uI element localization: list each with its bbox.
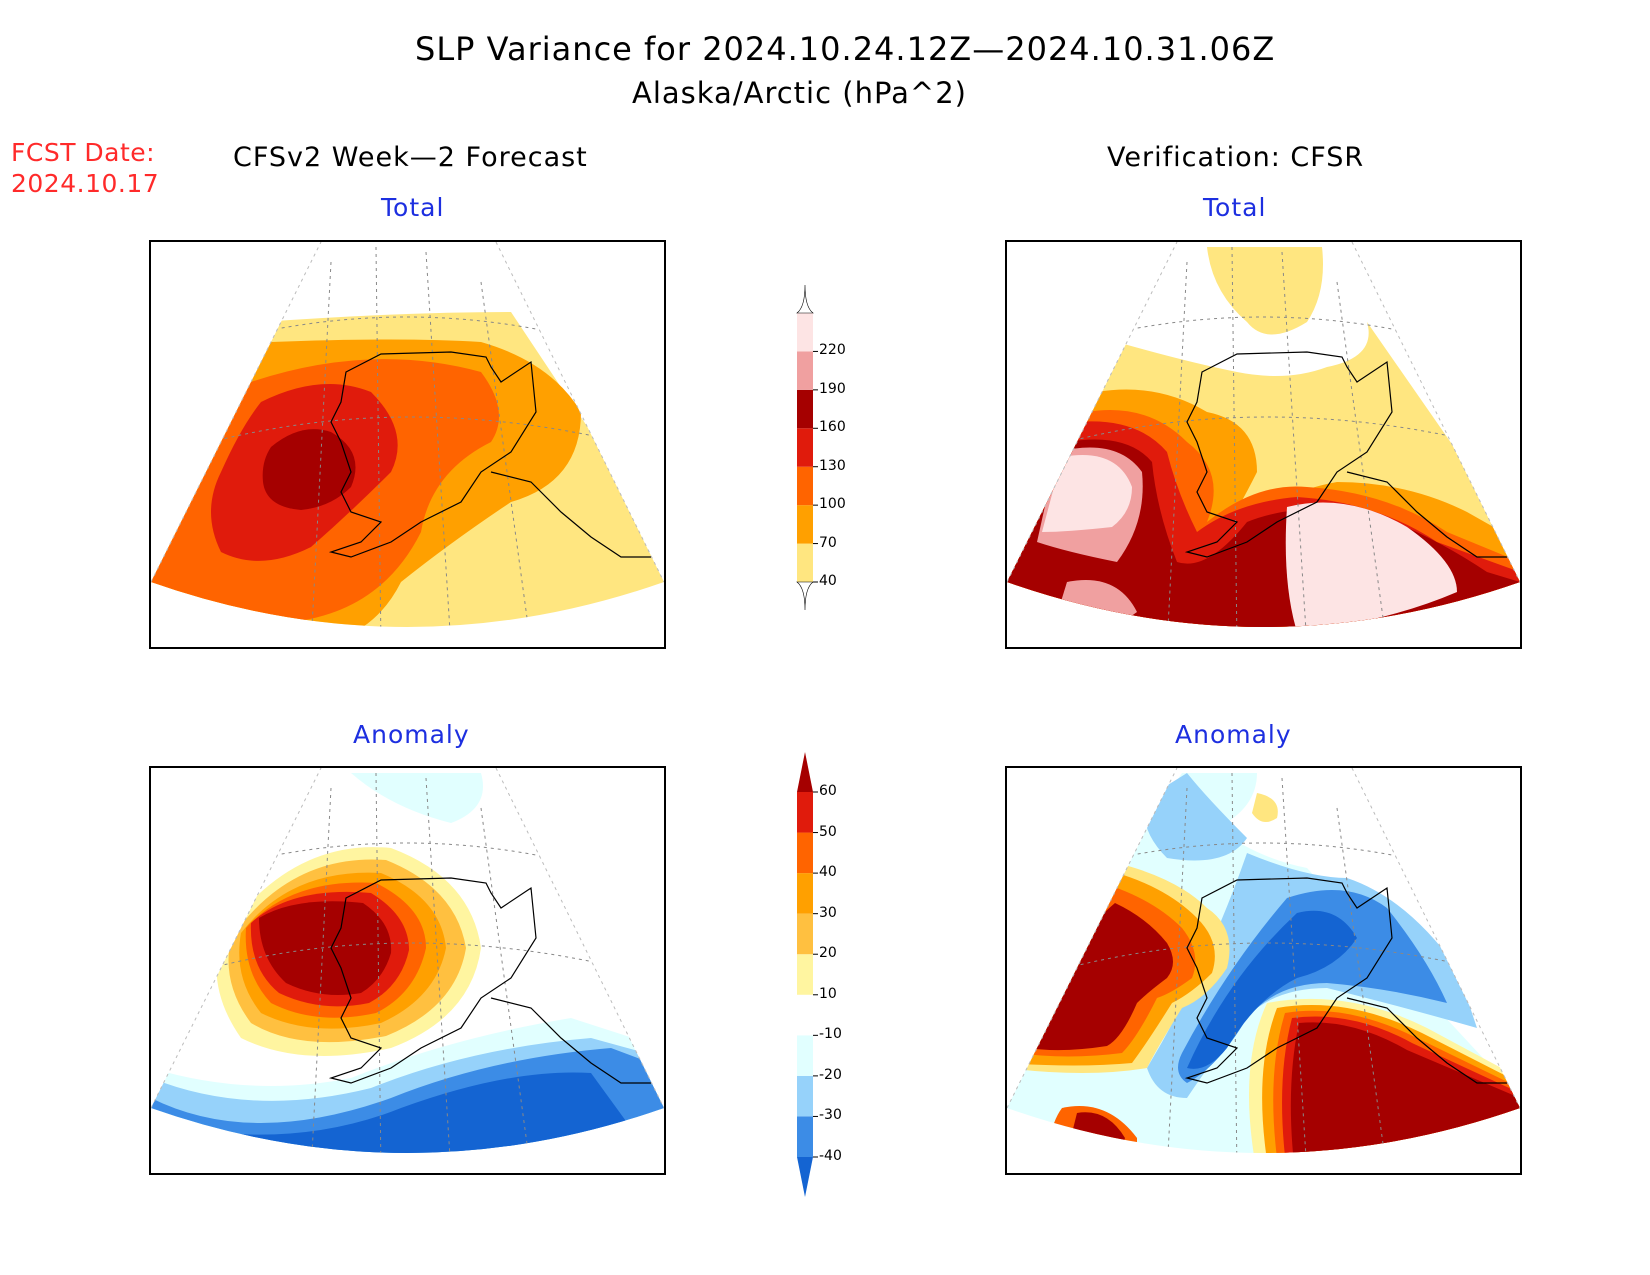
colorbar-segment (797, 1116, 813, 1157)
total-colorbar: 40 70 100 130 160 190 220 (795, 285, 875, 610)
chart-title: SLP Variance for 2024.10.24.12Z—2024.10.… (415, 30, 1276, 68)
colorbar-segment (797, 913, 813, 955)
anomaly-colorbar: -40 -30 -20 -10 10 20 30 40 50 60 (795, 752, 875, 1197)
colorbar-tick-label: -40 (819, 1148, 842, 1164)
colorbar-segment (797, 1035, 813, 1076)
forecast-anomaly-map (149, 766, 666, 1175)
colorbar-top-arrow (797, 752, 813, 792)
colorbar-tick-label: 10 (819, 985, 837, 1002)
colorbar-tick-label: 50 (819, 823, 837, 840)
colorbar-segment (797, 792, 813, 833)
colorbar-segment (797, 313, 813, 352)
colorbar-segment (797, 832, 813, 874)
colorbar-tick-label: 190 (819, 380, 846, 397)
colorbar-tick-label: 20 (819, 945, 837, 962)
chart-subtitle: Alaska/Arctic (hPa^2) (632, 76, 967, 110)
colorbar-segment (797, 994, 813, 1036)
colorbar-tick-label: -10 (819, 1026, 842, 1043)
colorbar-tick-label: 70 (819, 534, 837, 551)
forecast-total-map (149, 240, 666, 649)
colorbar-tick-label: 40 (819, 573, 837, 589)
colorbar-segment (797, 505, 813, 544)
colorbar-bottom-arrow (796, 581, 814, 610)
colorbar-tick-label: -20 (819, 1066, 842, 1083)
fcst-date-value: 2024.10.17 (11, 169, 160, 198)
colorbar-tick-label: 220 (819, 342, 846, 359)
verification-total-title: Total (1203, 193, 1267, 222)
forecast-total-title: Total (381, 193, 445, 222)
colorbar-segment (797, 1075, 813, 1117)
verification-anomaly-title: Anomaly (1175, 720, 1292, 749)
colorbar-tick-label: 40 (819, 864, 837, 881)
forecast-column-title: CFSv2 Week—2 Forecast (233, 142, 588, 173)
colorbar-segment (797, 351, 813, 390)
verification-anomaly-map (1005, 766, 1522, 1175)
colorbar-tick-label: 30 (819, 904, 837, 921)
verification-total-map (1005, 240, 1522, 649)
colorbar-tick-label: 60 (819, 783, 837, 799)
forecast-anomaly-title: Anomaly (353, 720, 470, 749)
colorbar-tick-label: 130 (819, 457, 846, 474)
colorbar-segment (797, 428, 813, 467)
verification-column-title: Verification: CFSR (1107, 142, 1365, 173)
fcst-date-label: FCST Date: (11, 138, 156, 167)
colorbar-segment (797, 873, 813, 914)
colorbar-tick-label: -30 (819, 1107, 842, 1124)
colorbar-bottom-arrow (797, 1157, 813, 1197)
colorbar-segment (797, 466, 813, 506)
colorbar-tick-label: 160 (819, 419, 846, 436)
colorbar-tick-label: 100 (819, 496, 846, 513)
colorbar-segment (797, 543, 813, 582)
colorbar-segment (797, 389, 813, 429)
colorbar-top-arrow (796, 285, 814, 314)
colorbar-segment (797, 954, 813, 995)
